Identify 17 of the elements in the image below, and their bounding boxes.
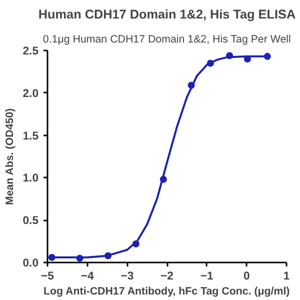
x-tick-label: −2: [160, 270, 174, 282]
y-tick-label: 1.0: [22, 172, 38, 185]
chart-title: Human CDH17 Domain 1&2, His Tag ELISA: [38, 8, 296, 22]
y-axis-title: Mean Abs. (OD450): [4, 108, 16, 206]
y-tick-label: 2.0: [22, 88, 38, 100]
x-tick-label: 1: [283, 270, 290, 282]
x-tick-label: −1: [200, 270, 214, 282]
y-tick-label: 2.5: [22, 46, 38, 58]
x-tick-label: 0: [244, 270, 250, 282]
y-tick-label: 0.0: [22, 258, 38, 270]
y-tick-label: 0.5: [22, 215, 38, 228]
y-tick-label: 1.5: [22, 130, 38, 142]
x-tick-label: −4: [80, 270, 94, 282]
x-tick-label: −3: [120, 270, 134, 282]
chart-subtitle: 0.1μg Human CDH17 Domain 1&2, His Tag Per Well: [42, 34, 291, 46]
x-tick-label: −5: [41, 270, 54, 282]
x-axis-title: Log Anti-CDH17 Antibody, hFc Tag Conc. (μg/ml): [43, 286, 290, 298]
